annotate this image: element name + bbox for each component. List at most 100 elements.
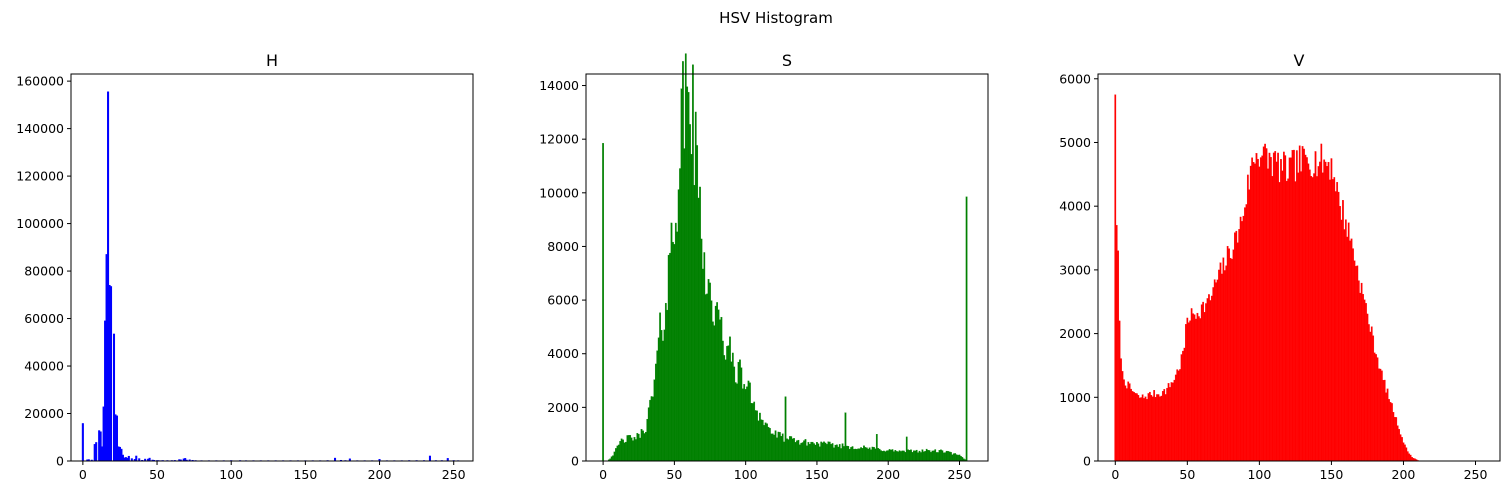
histogram-bar bbox=[1212, 287, 1215, 462]
histogram-bar bbox=[127, 455, 130, 462]
histogram-bar bbox=[1205, 303, 1207, 462]
histogram-bar bbox=[1298, 145, 1301, 462]
histogram-bar bbox=[948, 451, 951, 462]
histogram-bar bbox=[110, 286, 113, 462]
histogram-bar bbox=[1203, 312, 1206, 462]
axes-frame bbox=[1097, 73, 1501, 462]
histogram-bar bbox=[1395, 417, 1398, 462]
y-tick-label: 0 bbox=[56, 454, 64, 469]
histogram-bar bbox=[731, 352, 734, 462]
histogram-bar bbox=[707, 279, 710, 462]
histogram-bar bbox=[1249, 165, 1252, 462]
y-tick-label: 100000 bbox=[16, 216, 64, 231]
x-tick-label: 200 bbox=[368, 467, 392, 482]
histogram-bar bbox=[1352, 248, 1354, 462]
histogram-bar bbox=[800, 442, 803, 462]
histogram-bar bbox=[1218, 269, 1220, 462]
histogram-bar bbox=[749, 382, 751, 462]
histogram-bar bbox=[1290, 157, 1292, 462]
histogram-bar bbox=[647, 407, 650, 462]
histogram-bar bbox=[922, 451, 925, 462]
histogram-bar bbox=[1270, 157, 1272, 462]
histogram-bar bbox=[616, 445, 619, 462]
histogram-bar bbox=[911, 452, 914, 462]
histogram-bar bbox=[657, 337, 660, 462]
histogram-bar bbox=[1118, 320, 1121, 462]
histogram-bar bbox=[1161, 391, 1164, 462]
histogram-bar bbox=[710, 300, 713, 462]
histogram-bar bbox=[1360, 282, 1363, 462]
histogram-bar bbox=[744, 389, 747, 462]
histogram-bar bbox=[1311, 177, 1314, 462]
histogram-bar bbox=[1143, 398, 1145, 462]
histogram-bar bbox=[874, 448, 877, 462]
histogram-bar bbox=[1125, 388, 1128, 462]
histogram-bar bbox=[669, 252, 671, 462]
histogram-bar bbox=[1409, 454, 1412, 462]
histogram-bar bbox=[932, 450, 935, 462]
histogram-bar bbox=[1160, 395, 1163, 462]
histogram-bar bbox=[817, 443, 820, 462]
histogram-bar bbox=[814, 444, 817, 462]
histogram-bar bbox=[662, 340, 664, 462]
histogram-bar bbox=[721, 340, 724, 462]
histogram-bar bbox=[717, 309, 720, 462]
histogram-bar bbox=[673, 244, 676, 462]
chart-panel-s: S 0 50 100 150 200 250 0 2000 4000 6000 8000 10000 12… bbox=[539, 51, 989, 482]
histogram-bar bbox=[1167, 383, 1170, 462]
histogram-bar bbox=[635, 439, 637, 462]
histogram-bar bbox=[1310, 176, 1313, 462]
histogram-bar bbox=[960, 456, 962, 462]
histogram-bar bbox=[1393, 416, 1396, 462]
histogram-bar bbox=[754, 410, 757, 462]
histogram-bar bbox=[613, 451, 616, 462]
histogram-bar bbox=[806, 445, 808, 462]
bar-group bbox=[81, 91, 460, 462]
histogram-bar bbox=[928, 450, 931, 462]
histogram-bar bbox=[666, 309, 669, 462]
histogram-bar bbox=[1128, 383, 1131, 462]
y-tick-label: 6000 bbox=[1059, 71, 1091, 86]
histogram-bar bbox=[1131, 391, 1134, 462]
histogram-bar bbox=[811, 441, 814, 462]
histogram-bar bbox=[934, 449, 937, 462]
histogram-bar bbox=[1355, 266, 1357, 462]
histogram-bar bbox=[1144, 396, 1147, 462]
histogram-bar bbox=[1130, 388, 1132, 462]
histogram-bar bbox=[1189, 320, 1192, 462]
histogram-bar bbox=[776, 437, 778, 462]
histogram-bar bbox=[903, 450, 905, 462]
histogram-bar bbox=[1222, 257, 1225, 462]
histogram-bar bbox=[871, 446, 874, 462]
histogram-bar bbox=[804, 439, 807, 462]
histogram-bar bbox=[1399, 434, 1402, 462]
histogram-bar bbox=[828, 441, 831, 462]
histogram-bar bbox=[633, 437, 636, 462]
histogram-bar bbox=[692, 64, 694, 462]
histogram-bar bbox=[737, 361, 740, 462]
histogram-bar bbox=[1281, 170, 1284, 462]
histogram-bar bbox=[935, 452, 938, 462]
histogram-bar bbox=[736, 383, 738, 462]
histogram-bar bbox=[729, 336, 731, 462]
histogram-bar bbox=[1350, 238, 1353, 462]
histogram-bar bbox=[694, 111, 697, 462]
histogram-bar bbox=[741, 388, 744, 462]
histogram-bar bbox=[1236, 242, 1239, 462]
histogram-bar bbox=[1183, 347, 1186, 462]
histogram-bar bbox=[787, 439, 790, 462]
y-tick-label: 2000 bbox=[547, 400, 579, 415]
histogram-bar bbox=[1378, 368, 1380, 462]
histogram-bar bbox=[1301, 146, 1304, 462]
histogram-bar bbox=[1271, 176, 1274, 462]
histogram-bar bbox=[875, 434, 878, 462]
histogram-bar bbox=[942, 452, 945, 462]
histogram-bar bbox=[938, 450, 941, 462]
histogram-bar bbox=[684, 53, 687, 462]
y-tick-label: 2000 bbox=[1059, 326, 1091, 341]
histogram-bar bbox=[1389, 402, 1392, 462]
histogram-bar bbox=[1248, 189, 1251, 462]
histogram-bar bbox=[774, 430, 777, 462]
histogram-bar bbox=[858, 448, 861, 462]
histogram-bar bbox=[957, 454, 959, 462]
